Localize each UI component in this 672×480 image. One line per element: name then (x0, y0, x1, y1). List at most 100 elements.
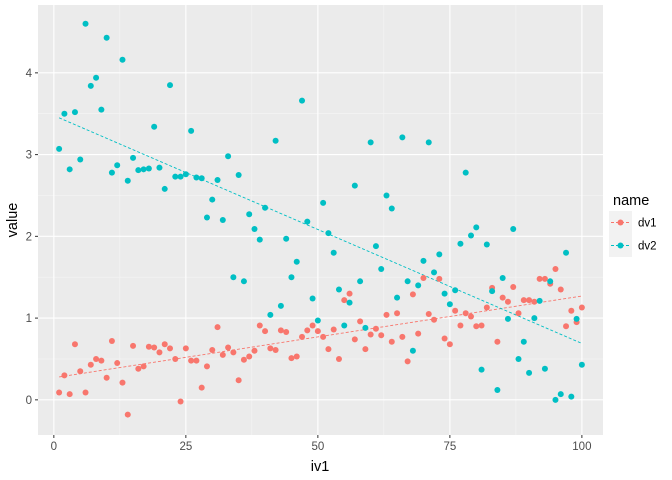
y-tick-label: 3 (26, 150, 32, 162)
dv2-point (277, 302, 284, 309)
minor-gridlines (38, 5, 603, 435)
dv1-point (56, 389, 63, 396)
dv1-point (161, 341, 168, 348)
dv2-point (330, 249, 337, 256)
dv1-point (124, 411, 131, 418)
dv1-point (288, 355, 295, 362)
dv2-point (61, 110, 68, 117)
dv2-point (203, 214, 210, 221)
dv2-point (547, 278, 554, 285)
dv1-point (240, 356, 247, 363)
dv1-point (77, 368, 84, 375)
dv1-point (578, 304, 585, 311)
legend-label-dv2: dv2 (638, 241, 657, 253)
dv2-point (494, 387, 501, 394)
dv2-point (267, 311, 274, 318)
dv1-point (378, 332, 385, 339)
dv1-point (198, 384, 205, 391)
dv2-point (93, 74, 100, 81)
dv1-point (399, 333, 406, 340)
x-tick-label: 100 (572, 441, 591, 453)
dv1-point (330, 326, 337, 333)
y-tick-label: 4 (26, 68, 33, 80)
dv1-point (61, 372, 68, 379)
dv2-point (341, 322, 348, 329)
dv1-point (457, 322, 464, 329)
dv2-point (362, 324, 369, 331)
dv1-point (114, 360, 121, 367)
dv1-point (299, 333, 306, 340)
dv2-point (262, 204, 269, 211)
dv2-point (304, 218, 311, 225)
dv2-point (526, 369, 533, 376)
dv1-point (357, 318, 364, 325)
dv1-point (267, 345, 274, 352)
dv2-point (568, 393, 575, 400)
dv1-point (531, 298, 538, 305)
dv2-point (251, 225, 258, 232)
dv2-point (504, 315, 511, 322)
dv2-point (288, 274, 295, 281)
dv1-point (256, 322, 263, 329)
dv2-point (293, 258, 300, 265)
dv2-point (156, 164, 163, 171)
dv1-point (520, 297, 527, 304)
dv2-point (552, 396, 559, 403)
dv1-point (541, 275, 548, 282)
dv2-point (536, 297, 543, 304)
dv1-point (203, 363, 210, 370)
dv2-point (209, 196, 216, 203)
dv2-point (119, 56, 126, 63)
dv1-point (182, 345, 189, 352)
dv2-point (98, 106, 105, 113)
dv2-point (388, 205, 395, 212)
dv1-point (499, 294, 506, 301)
x-axis-title: iv1 (311, 459, 330, 475)
dv1-point (557, 286, 564, 293)
dv1-point (452, 307, 459, 314)
dv2-point (557, 391, 564, 398)
dv2-point (246, 211, 253, 218)
dv1-point (145, 343, 152, 350)
dv2-point (425, 139, 432, 146)
dv1-point (246, 353, 253, 360)
dv1-point (193, 357, 200, 364)
dv2-point (219, 217, 226, 223)
legend: name dv1 dv2 (609, 193, 657, 257)
x-tick-label: 0 (51, 441, 57, 453)
dv1-point (394, 310, 401, 317)
dv2-point (235, 172, 242, 179)
dv2-point (283, 235, 290, 242)
dv2-point (198, 175, 205, 182)
dv1-point (293, 353, 300, 360)
dv1-point (346, 290, 353, 297)
dv2-point (441, 290, 448, 297)
dv2-point (489, 288, 496, 295)
dv2-point (114, 162, 121, 169)
dv1-point (325, 346, 332, 353)
dv2-point (431, 269, 438, 276)
dv1-point (130, 342, 137, 349)
dv2-point (256, 236, 263, 243)
dv2-point (71, 109, 78, 116)
dv2-point (409, 347, 416, 354)
dv2-point (578, 361, 585, 368)
dv1-point (420, 275, 427, 282)
dv1-point (283, 328, 290, 335)
dv1-point (372, 325, 379, 332)
dv2-point (325, 230, 332, 237)
legend-label-dv1: dv1 (638, 218, 657, 230)
dv2-point (182, 171, 189, 178)
dv1-point (383, 311, 390, 318)
dv1-point (209, 346, 216, 353)
dv1-point (388, 338, 395, 345)
dv2-point (420, 257, 427, 264)
dv2-point (467, 232, 474, 239)
dv1-point (478, 322, 485, 329)
legend-key-point-dv2 (617, 242, 624, 249)
dv2-point (193, 174, 200, 181)
dv1-point (82, 389, 89, 396)
dv2-point (108, 169, 115, 176)
